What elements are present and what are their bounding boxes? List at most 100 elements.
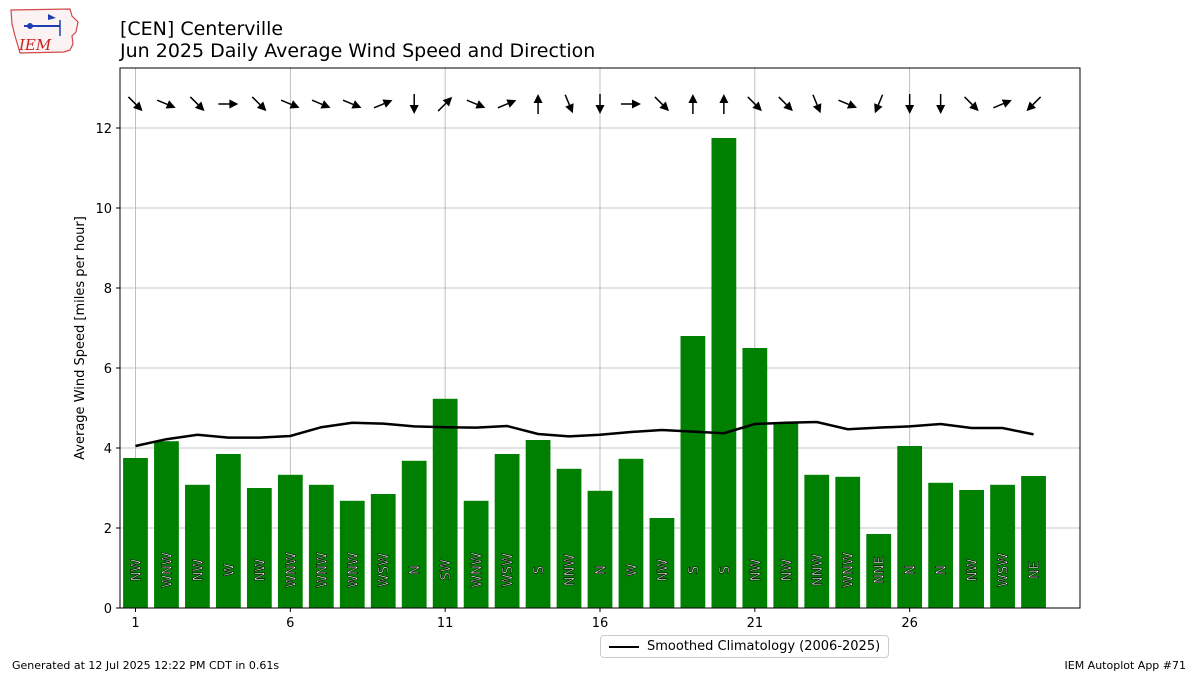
- direction-label: SW: [439, 559, 454, 580]
- wind-arrow-icon: [936, 94, 946, 114]
- wind-chart: NW WNW NW W NW WNW WNW WNW WSW N SW WNW WSW S NNW N W NW S…: [73, 67, 1081, 631]
- wind-arrow-icon: [964, 96, 979, 112]
- app-credit: IEM Autoplot App #71: [1064, 659, 1187, 672]
- speed-bar: [277, 474, 303, 608]
- wind-arrows: [127, 94, 1042, 114]
- direction-label: NNW: [811, 554, 826, 586]
- climatology-layer: [135, 420, 1034, 448]
- direction-label: NW: [966, 559, 981, 582]
- direction-label: N: [594, 565, 609, 575]
- speed-bar: [154, 441, 179, 608]
- wind-arrow-icon: [564, 94, 574, 114]
- x-tick-label: 6: [286, 616, 294, 631]
- direction-label: NNE: [873, 556, 888, 584]
- wind-arrow-icon: [497, 99, 517, 109]
- direction-label: NW: [253, 559, 268, 582]
- logo-text: IEM: [18, 36, 52, 54]
- wind-arrow-icon: [156, 99, 176, 109]
- direction-label: WNW: [346, 552, 361, 588]
- wind-arrow-icon: [218, 99, 239, 109]
- speed-bar: [432, 398, 458, 608]
- direction-label: NW: [656, 559, 671, 582]
- speed-bars: [123, 138, 1046, 608]
- generated-timestamp: Generated at 12 Jul 2025 12:22 PM CDT in…: [12, 659, 280, 672]
- speed-bar: [711, 138, 737, 608]
- direction-label: WNW: [315, 552, 330, 588]
- direction-label: NW: [749, 559, 764, 582]
- wind-arrow-icon: [311, 99, 331, 109]
- speed-bar: [804, 474, 830, 608]
- y-tick-label: 10: [95, 202, 112, 217]
- speed-bar: [1021, 476, 1046, 608]
- speed-bar: [463, 500, 489, 608]
- climatology-line: [135, 420, 1034, 448]
- direction-label: WSW: [377, 553, 392, 587]
- wind-arrow-icon: [812, 94, 822, 114]
- speed-bar: [773, 422, 799, 608]
- chart-subtitle: Jun 2025 Daily Average Wind Speed and Di…: [120, 40, 596, 62]
- speed-bar: [123, 458, 148, 608]
- wind-arrow-icon: [654, 96, 670, 112]
- wind-arrow-icon: [373, 99, 393, 109]
- direction-label: WNW: [160, 552, 175, 588]
- speed-bar: [216, 454, 241, 608]
- y-axis-label: Average Wind Speed [miles per hour]: [73, 216, 88, 460]
- direction-label: WNW: [470, 552, 485, 588]
- direction-labels: NW WNW NW W NW WNW WNW WNW WSW N SW WNW WSW S NNW N W NW S…: [129, 552, 1043, 588]
- speed-bar: [494, 454, 520, 608]
- chart-title: [CEN] Centerville: [120, 18, 284, 40]
- wind-arrow-icon: [905, 94, 915, 114]
- speed-bar: [928, 482, 954, 608]
- direction-label: NE: [1028, 561, 1043, 579]
- direction-label: W: [625, 563, 640, 576]
- wind-arrow-icon: [1026, 96, 1042, 112]
- speed-bar: [185, 484, 210, 608]
- wind-arrow-icon: [719, 94, 729, 114]
- speed-bar: [649, 518, 675, 608]
- x-tick-label: 16: [592, 616, 609, 631]
- direction-label: NW: [191, 559, 206, 582]
- y-tick-label: 8: [104, 282, 112, 297]
- speed-bar: [618, 458, 644, 608]
- wind-arrow-icon: [747, 96, 762, 112]
- wind-arrow-icon: [251, 96, 267, 112]
- iem-logo: IEM: [10, 8, 79, 54]
- direction-label: WSW: [501, 553, 516, 587]
- y-tick-label: 6: [104, 362, 112, 377]
- speed-bar: [339, 500, 365, 608]
- wind-arrow-icon: [838, 99, 857, 109]
- speed-bar: [866, 534, 892, 608]
- wind-arrow-icon: [620, 99, 641, 109]
- direction-label: WSW: [997, 553, 1012, 587]
- x-tick-label: 21: [747, 616, 764, 631]
- direction-label: N: [935, 565, 950, 575]
- speed-bar: [680, 336, 706, 608]
- speed-bar: [959, 490, 984, 608]
- wind-arrow-icon: [595, 94, 605, 114]
- y-tick-label: 12: [95, 122, 112, 137]
- wind-arrow-icon: [466, 99, 486, 109]
- legend-line-swatch: [609, 645, 639, 648]
- speed-bar: [742, 348, 768, 608]
- speed-bar: [401, 460, 427, 608]
- wind-arrow-icon: [409, 94, 419, 114]
- direction-label: N: [904, 565, 919, 575]
- direction-label: WNW: [284, 552, 299, 588]
- wind-arrow-icon: [437, 96, 453, 112]
- direction-label: WNW: [842, 552, 857, 588]
- wind-arrow-icon: [993, 99, 1012, 109]
- speed-bar: [370, 494, 396, 608]
- wind-arrow-icon: [688, 94, 698, 114]
- speed-bar: [525, 440, 551, 608]
- wind-arrow-icon: [127, 96, 143, 112]
- speed-bar: [835, 476, 861, 608]
- x-tick-label: 1: [131, 616, 139, 631]
- direction-label: N: [408, 565, 423, 575]
- y-tick-label: 4: [104, 442, 112, 457]
- speed-bar: [587, 490, 613, 608]
- speed-bar: [897, 446, 923, 608]
- direction-label: NW: [780, 559, 795, 582]
- direction-label: S: [718, 566, 733, 574]
- y-tick-label: 0: [104, 602, 112, 617]
